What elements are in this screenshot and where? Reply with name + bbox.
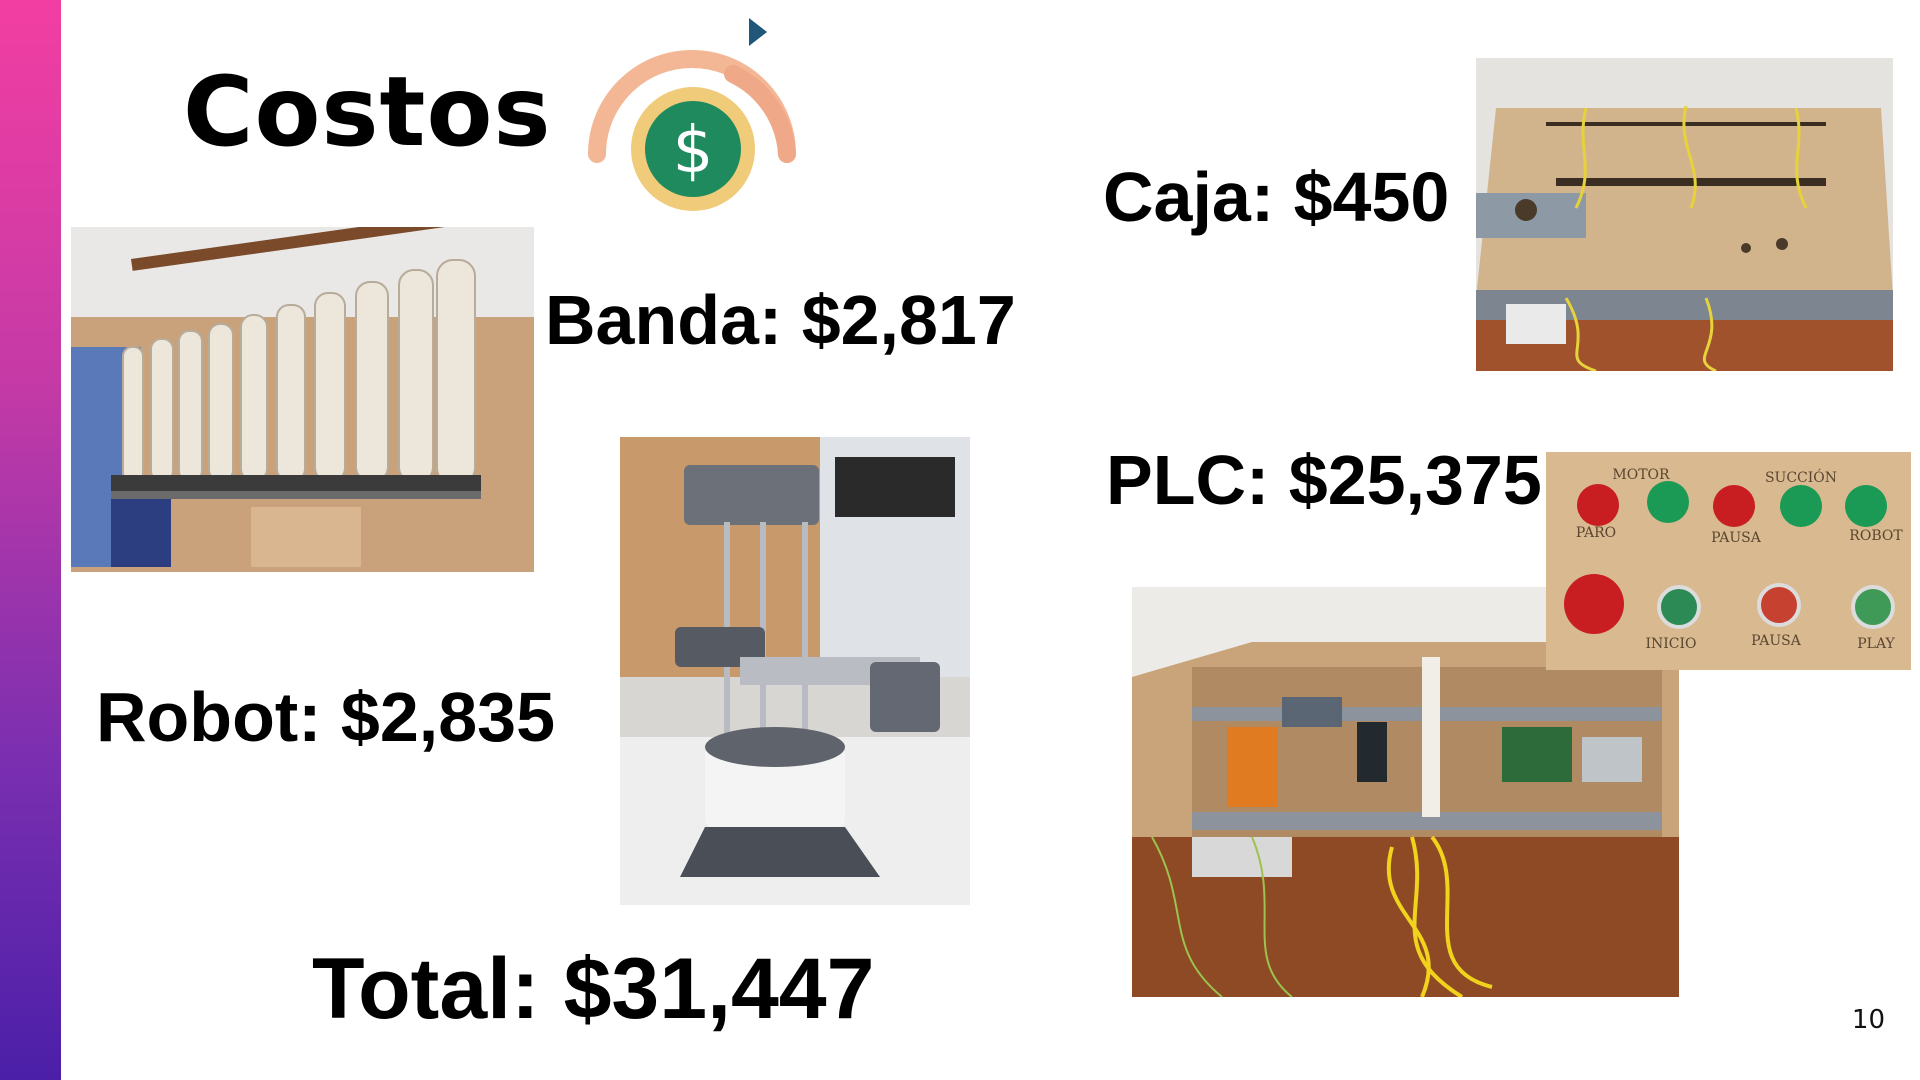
panel-label-pausa-bottom: PAUSA bbox=[1751, 633, 1802, 649]
panel-label-succion: SUCCIÓN bbox=[1765, 468, 1837, 486]
banda-cost: Banda: $2,817 bbox=[545, 281, 1016, 359]
panel-label-pausa-top: PAUSA bbox=[1711, 530, 1762, 546]
panel-label-inicio: INICIO bbox=[1645, 636, 1696, 652]
dollar-symbol: $ bbox=[673, 114, 714, 188]
accent-bar bbox=[0, 0, 61, 1080]
robot-photo bbox=[620, 437, 970, 905]
box-photo bbox=[1476, 58, 1893, 371]
button-panel-photo: MOTOR SUCCIÓN PARO PAUSA ROBOT INICIO PA… bbox=[1546, 452, 1911, 670]
panel-label-robot: ROBOT bbox=[1849, 528, 1903, 544]
total-cost: Total: $31,447 bbox=[312, 941, 875, 1037]
dollar-gauge-icon: $ bbox=[583, 14, 801, 214]
robot-cost: Robot: $2,835 bbox=[96, 678, 555, 756]
slide-title: Costos bbox=[183, 56, 552, 168]
panel-label-play: PLAY bbox=[1857, 636, 1895, 652]
panel-label-motor: MOTOR bbox=[1612, 467, 1670, 483]
caja-cost: Caja: $450 bbox=[1103, 158, 1450, 236]
page-number: 10 bbox=[1851, 1005, 1885, 1035]
panel-label-paro: PARO bbox=[1576, 525, 1616, 541]
plc-cost: PLC: $25,375 bbox=[1106, 441, 1542, 519]
conveyor-belt-photo bbox=[71, 227, 534, 572]
plc-photo bbox=[1132, 587, 1679, 997]
